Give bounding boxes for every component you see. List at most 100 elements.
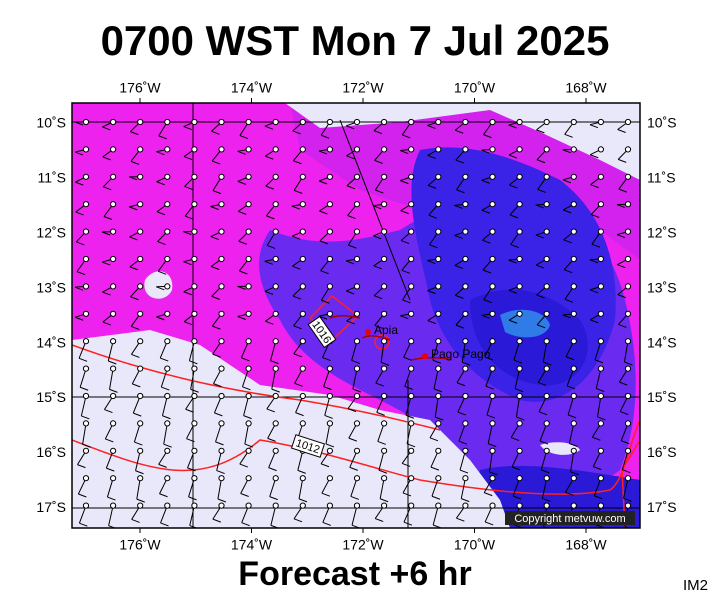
barb-shaft [161,395,168,416]
barb-shaft [271,368,277,390]
barb-flag [323,386,332,391]
barb-station [570,173,577,180]
barb-flag [183,261,192,266]
wind-barb [538,392,550,416]
barb-station [462,228,469,235]
barb-flag [244,443,254,448]
barb-station [353,255,361,263]
barb-flag [318,150,328,155]
wind-barb [237,283,252,290]
wind-barb [266,392,279,413]
wind-barb [402,475,415,497]
barb-shaft [188,478,195,498]
barb-station [489,228,496,235]
barb-flag [459,469,469,474]
barb-flag [345,260,355,265]
wind-barb [563,228,577,244]
wind-barb [542,338,552,366]
barb-flag [515,553,523,556]
barb-station [570,118,577,126]
wind-barb [130,283,144,301]
barb-station [164,502,171,509]
barb-flag [102,261,111,266]
barb-flag [537,381,547,386]
wind-barb [483,283,496,304]
barb-station [245,173,252,180]
wind-barb [191,530,199,557]
barb-shaft [486,395,493,416]
wind-barb [210,255,225,270]
barb-flag [373,235,382,240]
barb-station [272,475,279,482]
barb-station [272,365,279,372]
barb-flag [210,206,219,210]
barb-station [435,201,442,208]
lon-label: 176˚W [119,537,161,553]
barb-flag [318,180,328,185]
wind-barb [400,201,415,215]
lat-label: 10˚S [36,115,66,131]
barb-station [543,447,550,454]
wind-barb [74,118,90,126]
barb-flag [291,235,301,240]
barb-flag [346,155,355,160]
barb-station [326,255,333,263]
barb-flag [514,388,524,393]
wind-barb [563,255,577,274]
wind-barb [349,447,361,471]
barb-flag [320,463,330,468]
barb-station [570,338,577,345]
barb-shaft [270,341,277,361]
barb-flag [270,360,279,365]
barb-station [272,173,279,180]
barb-station [381,201,388,208]
barb-flag [162,415,171,420]
barb-station [381,475,388,482]
barb-flag [156,211,166,216]
barb-station [218,310,225,317]
barb-station [462,338,469,345]
barb-shaft [515,395,521,418]
barb-station [137,447,144,454]
barb-shaft [324,395,331,416]
barb-flag [542,497,551,502]
barb-flag [623,497,632,502]
wind-barb [320,447,333,468]
barb-shaft [594,341,602,361]
wind-barb [217,475,227,503]
lat-label: 11˚S [647,170,676,186]
barb-flag [133,412,142,417]
barb-station [191,228,198,235]
barb-flag [402,134,411,139]
wind-barb [400,173,415,185]
barb-station [408,447,415,454]
barb-flag [461,498,470,503]
barb-shaft [514,368,521,389]
barb-shaft [433,368,439,389]
wind-barb [320,255,333,275]
barb-flag [264,290,274,295]
barb-station [408,283,415,290]
wind-barb [270,338,279,365]
title: 0700 WST Mon 7 Jul 2025 [101,17,610,64]
barb-station [624,392,632,400]
wind-barb [238,255,252,275]
barb-flag [403,356,412,361]
barb-flag [427,154,436,159]
barb-station [245,502,252,509]
barb-flag [593,466,602,471]
barb-station [218,392,225,400]
wind-barb [186,420,198,443]
barb-station [110,447,117,454]
barb-shaft [298,478,304,499]
barb-shaft [378,450,385,471]
barb-flag [427,290,436,295]
barb-flag [537,188,546,193]
barb-flag [320,134,330,139]
wind-barb [374,146,388,164]
wind-barb [129,118,144,136]
barb-flag [158,463,167,468]
barb-flag [597,553,605,556]
barb-station [597,228,605,235]
wind-barb [323,365,333,391]
